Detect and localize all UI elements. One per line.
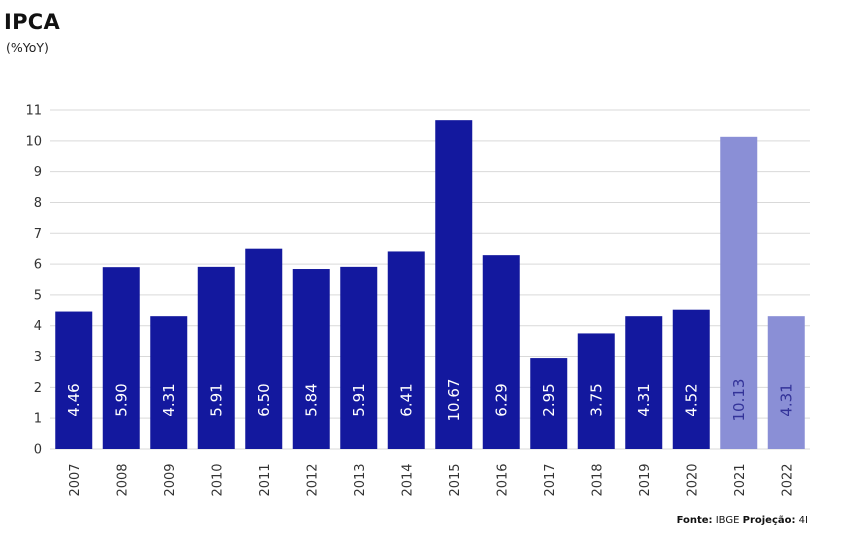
bar-value-label: 5.84 [302,383,320,416]
bar [625,316,663,449]
bar [530,358,568,449]
projection-text: 4I [795,515,808,526]
y-tick-label: 2 [34,381,42,396]
bar-value-label: 4.31 [160,383,178,416]
x-tick-label: 2019 [638,463,653,496]
x-tick-label: 2011 [258,463,273,496]
x-tick-label: 2016 [495,463,510,496]
bar [150,316,188,449]
bar [197,266,235,449]
x-tick-label: 2007 [68,463,83,496]
source-label: Fonte: [676,515,713,526]
bar [340,266,378,449]
bar-value-label: 4.31 [777,383,795,416]
x-tick-label: 2012 [305,463,320,496]
source-text: IBGE [712,515,743,526]
x-tick-label: 2020 [685,463,700,496]
bar-value-label: 10.13 [730,379,748,422]
bar-value-label: 5.91 [207,383,225,416]
bar-value-label: 4.31 [635,383,653,416]
bar [292,269,330,449]
chart-title: IPCA [4,10,61,34]
bar [245,248,283,449]
bar [577,333,615,449]
x-tick-label: 2008 [115,463,130,496]
x-tick-label: 2018 [590,463,605,496]
x-tick-label: 2015 [448,463,463,496]
y-tick-label: 0 [34,443,42,458]
bar [102,267,140,449]
x-tick-label: 2017 [543,463,558,496]
bar-value-label: 6.29 [492,383,510,416]
bar-value-label: 4.46 [65,383,83,416]
bar [387,251,425,449]
x-tick-label: 2009 [163,463,178,496]
y-tick-label: 4 [34,319,42,334]
y-tick-label: 10 [25,134,42,149]
bar-value-label: 3.75 [587,383,605,416]
y-tick-label: 9 [34,165,42,180]
x-tick-label: 2013 [353,463,368,496]
source-note: Fonte: IBGE Projeção: 4I [677,515,808,526]
bar-value-label: 5.90 [112,383,130,416]
bar [672,309,710,449]
x-tick-label: 2010 [210,463,225,496]
y-tick-label: 8 [34,196,42,211]
bar [767,316,805,449]
bar-value-label: 10.67 [445,379,463,422]
bar-value-label: 6.50 [255,383,273,416]
x-tick-label: 2014 [400,463,415,496]
bar [720,136,758,449]
bar [435,120,473,450]
bar-value-label: 2.95 [540,383,558,416]
y-tick-label: 5 [34,288,42,303]
x-tick-label: 2021 [733,463,748,496]
y-tick-label: 6 [34,258,42,273]
projection-label: Projeção: [742,515,796,526]
bar [482,255,520,449]
chart-subtitle: (%YoY) [6,40,49,55]
y-tick-label: 1 [34,412,42,427]
bar-value-label: 4.52 [682,383,700,416]
y-tick-label: 11 [25,104,42,119]
bar-value-label: 6.41 [397,383,415,416]
bar [55,311,93,449]
x-tick-label: 2022 [780,463,795,496]
bar-value-label: 5.91 [350,383,368,416]
y-tick-label: 7 [34,227,42,242]
y-tick-label: 3 [34,350,42,365]
